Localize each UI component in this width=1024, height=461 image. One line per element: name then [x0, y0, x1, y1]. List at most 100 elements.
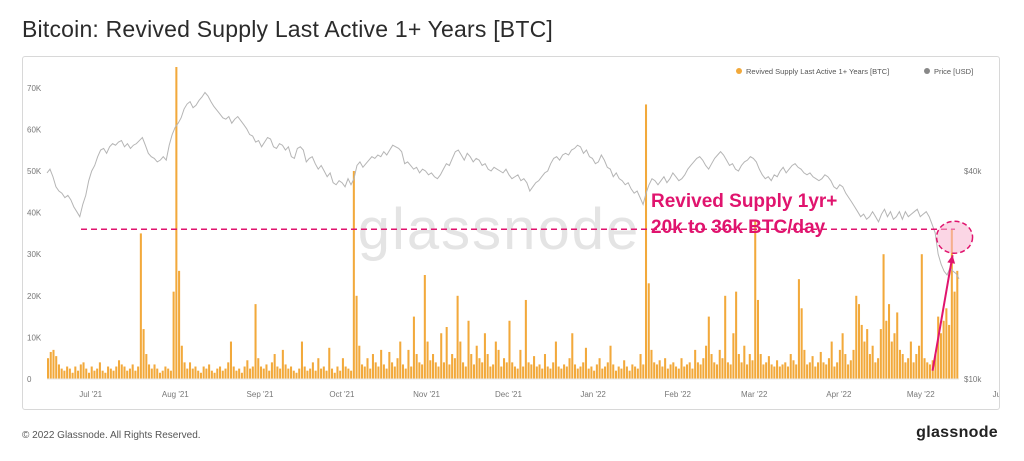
bar — [541, 368, 544, 379]
bar — [442, 362, 445, 379]
bar — [677, 368, 680, 379]
bar — [879, 329, 882, 379]
bar — [926, 362, 929, 379]
bar — [669, 364, 672, 379]
bar — [262, 368, 265, 379]
bar — [713, 362, 716, 379]
bar — [937, 316, 940, 379]
bar — [732, 333, 735, 379]
bar — [292, 370, 295, 379]
x-tick-label: Feb '22 — [665, 390, 692, 399]
bar — [369, 368, 372, 379]
bar — [481, 362, 484, 379]
bar — [784, 362, 787, 379]
bar — [877, 358, 880, 379]
y-tick-label: 40K — [27, 209, 42, 218]
x-tick-label: Jun '22 — [993, 390, 999, 399]
bar — [221, 370, 224, 379]
y-tick-label: 20K — [27, 292, 42, 301]
bar — [582, 362, 585, 379]
bar — [229, 341, 232, 379]
bar — [776, 360, 779, 379]
bar — [393, 366, 396, 379]
bar — [811, 356, 814, 379]
bar — [519, 349, 522, 379]
bar — [180, 345, 183, 379]
bar — [563, 364, 566, 379]
bar — [131, 364, 134, 379]
y-tick-label: 30K — [27, 250, 42, 259]
y-tick-label: 10K — [27, 333, 42, 342]
x-tick-label: Sep '21 — [247, 390, 274, 399]
bar — [462, 362, 465, 379]
bar — [104, 372, 107, 379]
bar — [483, 333, 486, 379]
bar — [513, 366, 516, 379]
bar — [453, 358, 456, 379]
bar — [830, 341, 833, 379]
bar — [57, 364, 60, 379]
bar — [208, 364, 211, 379]
bar — [868, 354, 871, 379]
bar — [685, 364, 688, 379]
bar — [188, 362, 192, 379]
bar — [306, 370, 309, 379]
bar — [573, 364, 577, 379]
bar — [120, 364, 123, 379]
bar — [863, 341, 866, 379]
bar — [847, 364, 850, 379]
bar — [920, 254, 923, 379]
bar — [724, 295, 727, 379]
bar — [928, 364, 932, 379]
bar — [882, 254, 885, 379]
bar — [636, 368, 639, 379]
x-tick-label: Mar '22 — [741, 390, 768, 399]
bar — [530, 364, 533, 379]
bar — [702, 358, 705, 379]
bar — [953, 291, 956, 379]
bar — [866, 329, 869, 379]
bar — [538, 364, 541, 379]
bar — [554, 341, 557, 379]
bar — [137, 366, 140, 379]
bar — [915, 354, 918, 379]
x-tick-label: Jan '22 — [580, 390, 606, 399]
bar — [202, 366, 205, 379]
bar — [726, 362, 729, 379]
bar — [699, 364, 702, 379]
bar — [516, 368, 519, 379]
bar — [806, 364, 809, 379]
bar — [325, 370, 328, 379]
bar — [382, 364, 385, 379]
bar — [825, 364, 828, 379]
bar — [164, 366, 167, 379]
bar — [814, 366, 817, 379]
bar — [803, 349, 806, 379]
bar — [661, 366, 664, 379]
bar — [939, 333, 942, 379]
bar — [560, 368, 563, 379]
bar — [644, 104, 648, 379]
bar — [156, 368, 159, 379]
bar — [178, 270, 181, 379]
bar — [186, 368, 189, 379]
bar — [421, 364, 424, 379]
bar — [945, 308, 948, 379]
bar — [505, 362, 508, 379]
annotation-line1: Revived Supply 1yr+ — [651, 191, 837, 212]
bar — [746, 364, 749, 379]
x-tick-label: Jul '21 — [79, 390, 102, 399]
bar — [874, 362, 877, 379]
bar — [606, 362, 609, 379]
bar — [800, 308, 803, 379]
bar — [87, 372, 91, 379]
bar — [374, 362, 377, 379]
bar — [934, 354, 937, 379]
bar — [467, 320, 470, 379]
bar — [472, 364, 476, 379]
bar — [407, 349, 410, 379]
bar — [827, 358, 830, 379]
bar — [579, 366, 582, 379]
bar — [598, 358, 601, 379]
bar — [680, 358, 683, 379]
